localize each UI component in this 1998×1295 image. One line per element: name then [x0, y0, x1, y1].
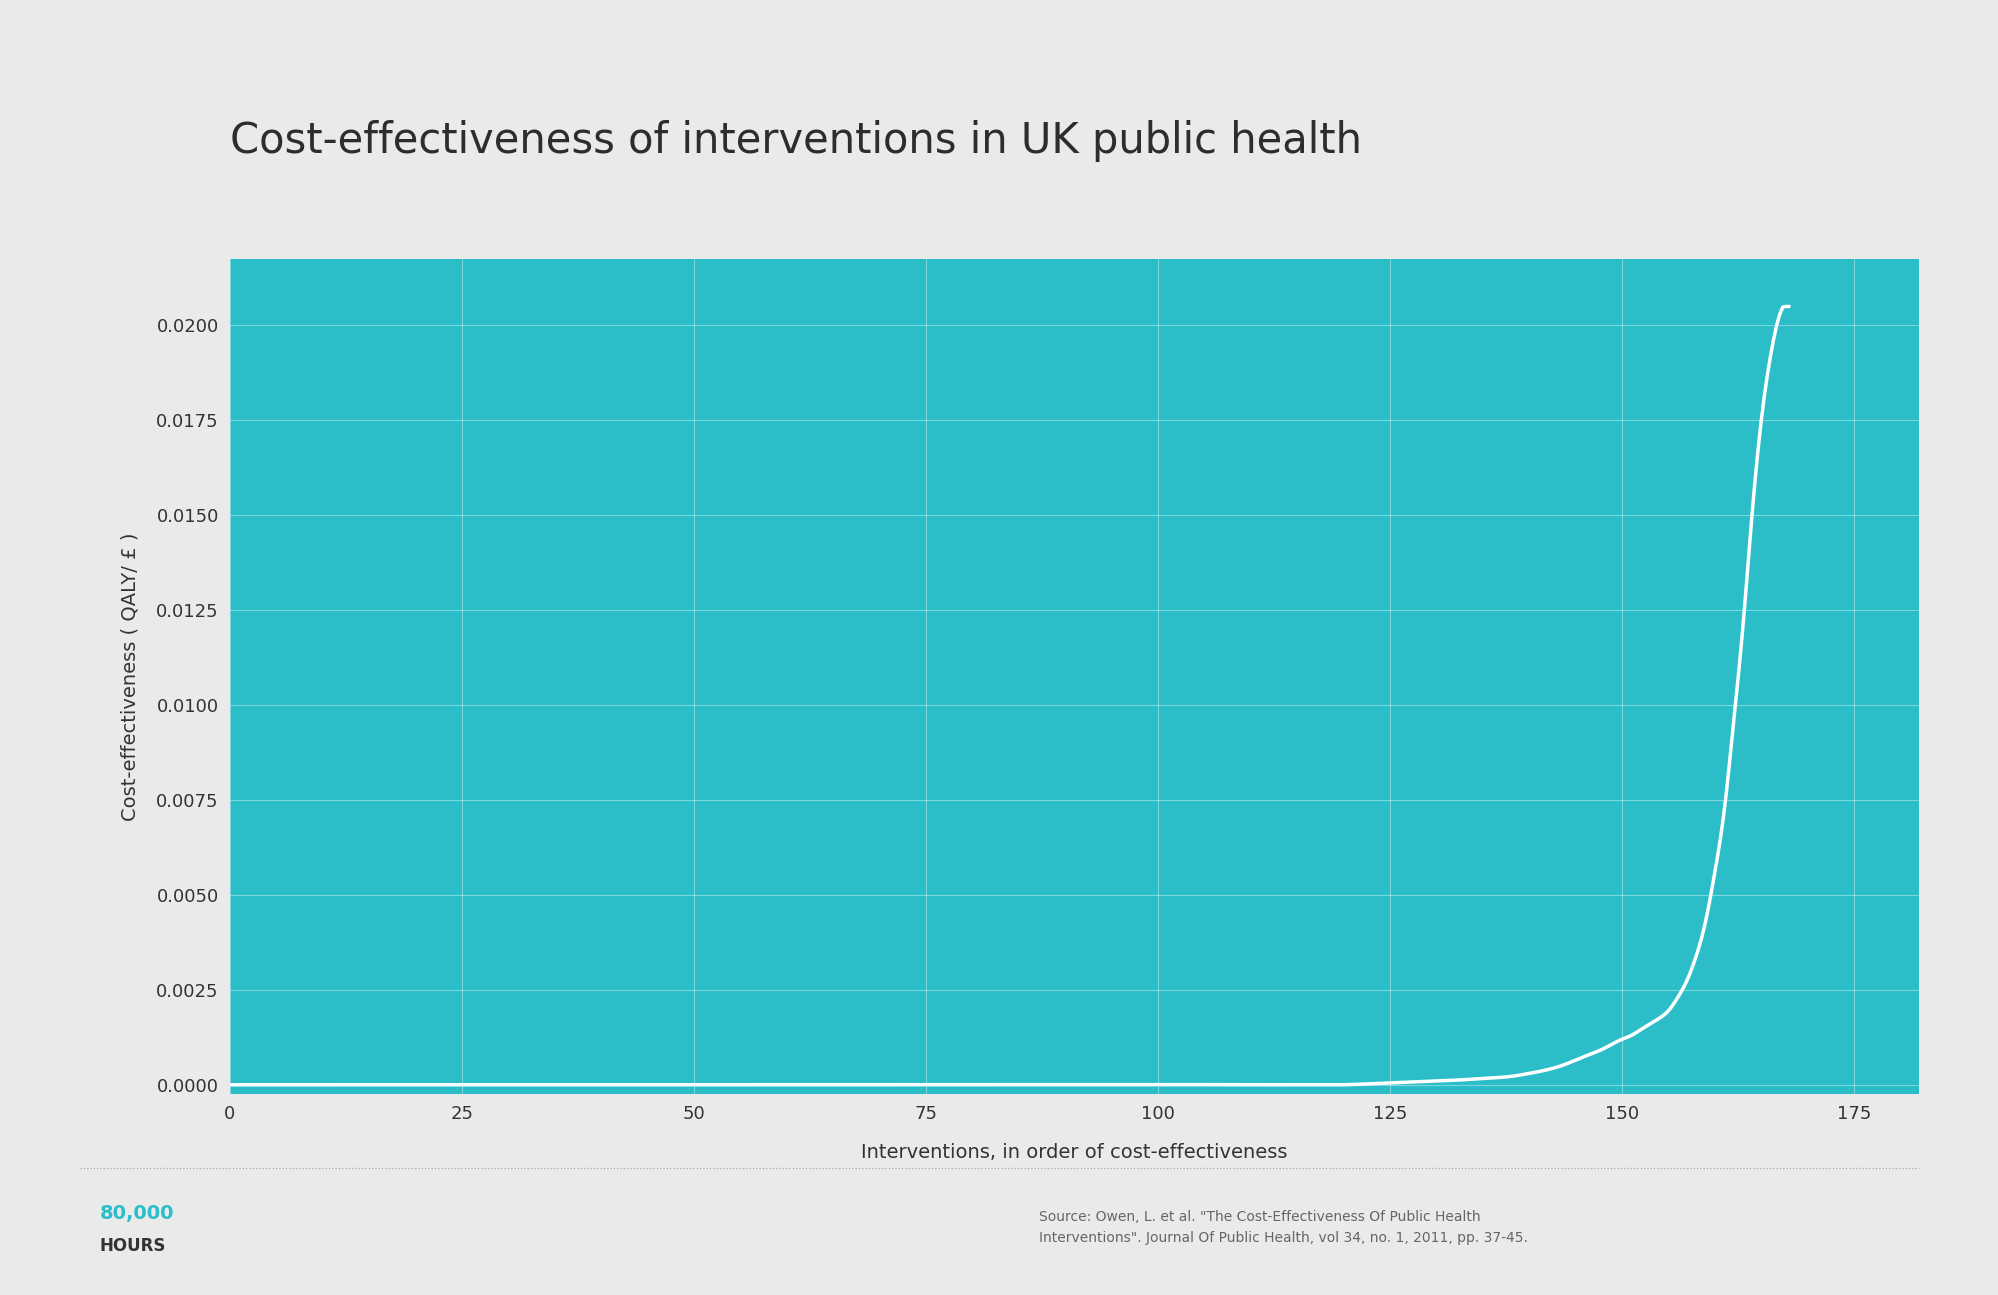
Text: Cost-effectiveness of interventions in UK public health: Cost-effectiveness of interventions in U…	[230, 120, 1361, 162]
Text: 80,000: 80,000	[100, 1204, 174, 1222]
Y-axis label: Cost-effectiveness ( QALY/ £ ): Cost-effectiveness ( QALY/ £ )	[120, 532, 140, 821]
Text: Source: Owen, L. et al. "The Cost-Effectiveness Of Public Health
Interventions".: Source: Owen, L. et al. "The Cost-Effect…	[1039, 1211, 1528, 1244]
Text: HOURS: HOURS	[100, 1237, 166, 1255]
X-axis label: Interventions, in order of cost-effectiveness: Interventions, in order of cost-effectiv…	[861, 1142, 1287, 1162]
